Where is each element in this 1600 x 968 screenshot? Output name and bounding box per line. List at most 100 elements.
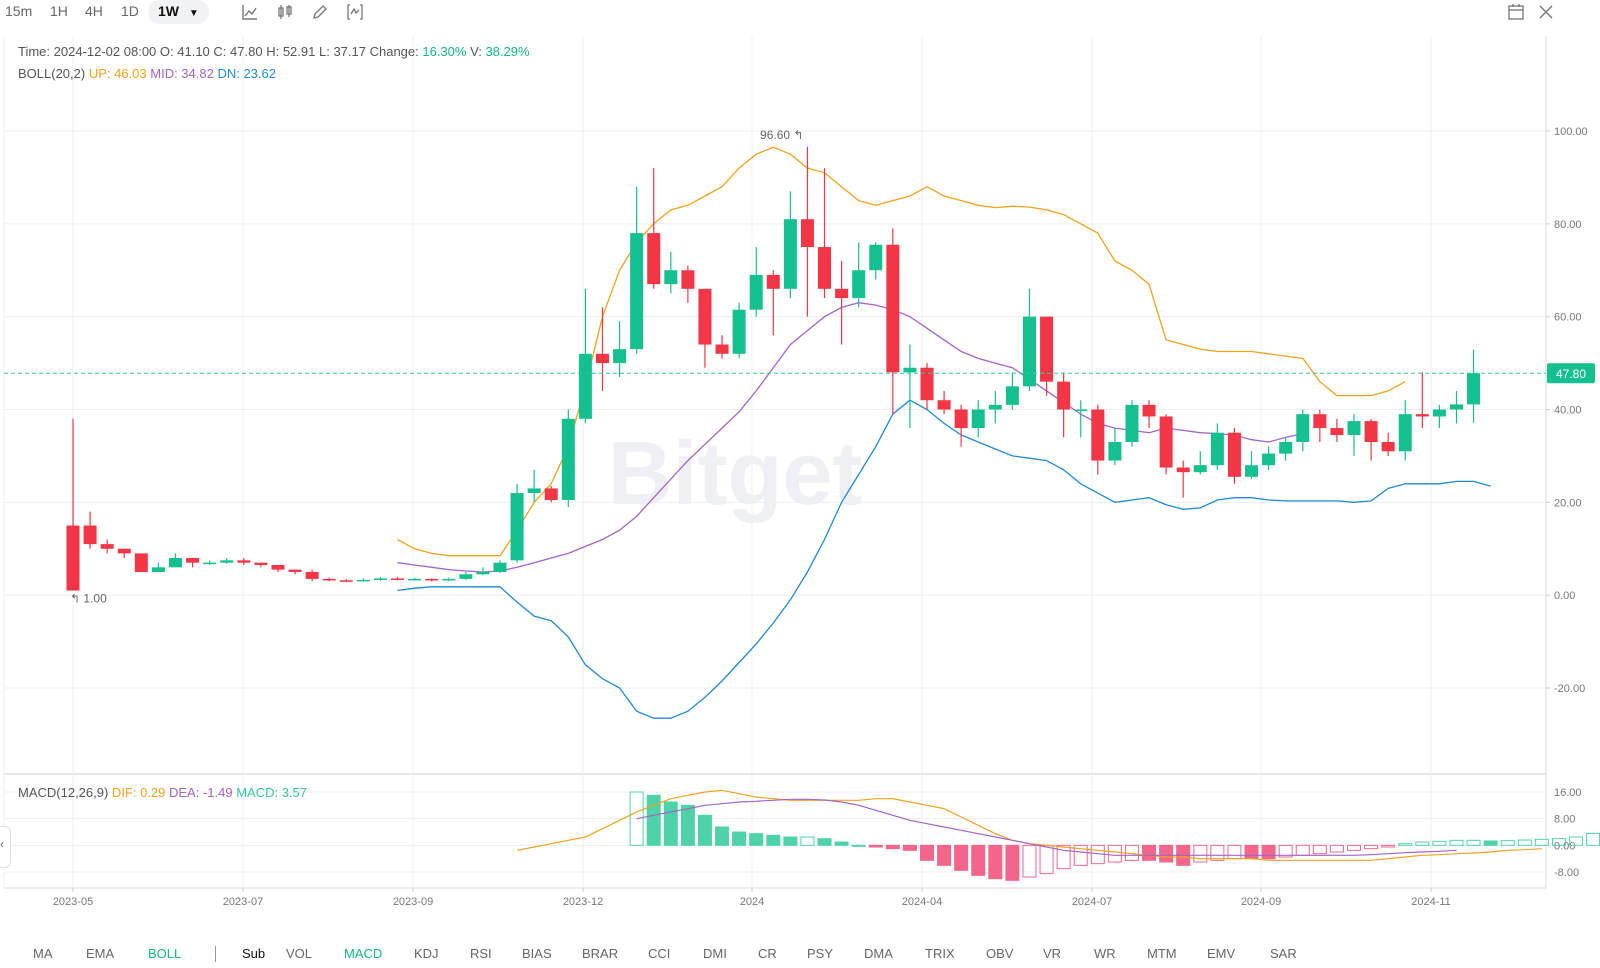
indicator-ema[interactable]: EMA [86,946,115,961]
macd-bar [902,844,917,851]
candle [903,344,917,429]
indicator-emv[interactable]: EMV [1207,946,1236,961]
macd-bar [1278,844,1293,858]
candle-body [425,578,439,581]
price-tick-label: 100.00 [1554,126,1588,138]
candle [288,569,302,575]
candle [1467,349,1481,423]
indicator-vol[interactable]: VOL [286,946,313,961]
candle-body [1245,465,1259,477]
indicator-mtm[interactable]: MTM [1147,946,1177,961]
macd-bar [1517,839,1532,846]
candle-body [1296,414,1310,442]
candle-body [1210,432,1224,466]
candle-body [339,580,353,582]
macd-bar [885,844,900,850]
candle [220,558,234,564]
candle-body [1398,414,1412,452]
calendar-icon[interactable] [1506,2,1526,22]
timeframe-1d[interactable]: 1D [121,3,139,19]
time-axis: 2023-05 2023-07 2023-09 2023-12 2024 2024-04 2… [53,888,1451,908]
candle [1210,423,1224,470]
price-tick-label: 0.00 [1554,590,1575,602]
macd-tick-label: 8.00 [1554,814,1575,826]
indicator-boll[interactable]: BOLL [148,946,182,961]
indicator-kdj[interactable]: KDJ [414,946,439,961]
legend-label: C: [210,44,230,59]
candle [493,560,507,573]
candle [869,242,883,280]
indicator-rsi[interactable]: RSI [470,946,492,961]
candle [1313,409,1327,442]
candle [681,265,695,303]
candle [322,577,336,582]
formula-icon[interactable] [345,2,365,22]
indicator-brar[interactable]: BRAR [582,946,619,961]
indicator-macd[interactable]: MACD [344,946,383,961]
candle [664,251,678,294]
candle-body [1262,453,1276,466]
candle [1057,372,1071,438]
legend-value: 16.30% [422,44,467,59]
candles [66,146,1481,591]
timeframe-4h[interactable]: 4H [85,3,103,19]
candle [886,228,900,415]
draw-pencil-icon[interactable] [310,2,330,22]
indicator-vr[interactable]: VR [1043,946,1062,961]
min-price-label: ↰ 1.00 [70,592,107,606]
candle [510,483,524,563]
macd-bar [783,836,798,846]
current-price-line: 47.80 [4,363,1595,384]
candle-body [1432,409,1446,417]
legend-value: 37.17 [333,44,366,59]
watermark: Bitget [608,424,863,524]
candle-body [869,244,883,271]
candle-body [681,270,695,289]
candle-body [117,548,131,554]
candle-body [1415,414,1429,417]
candle-body [373,578,387,580]
legend-label: O: [156,44,177,59]
candle-body [391,578,405,580]
chart-canvas[interactable]: Bitget 100.00 80.00 60.00 40.00 20.00 0.00 -20… [0,24,1600,938]
indicator-dma[interactable]: DMA [864,946,893,961]
macd-bar [1364,844,1379,850]
candle-body [783,219,797,289]
indicator-cr[interactable]: CR [758,946,777,961]
candle-body [988,404,1002,410]
timeframe-1w-dropdown[interactable]: 1W ▼ [148,0,209,24]
candle-body [1040,316,1054,382]
candle-body [954,409,968,429]
indicator-bias[interactable]: BIAS [522,946,552,961]
close-icon[interactable] [1536,2,1556,22]
collapse-panel-button[interactable]: ‹ [0,826,11,868]
macd-tick-label: -8.00 [1554,867,1579,879]
candle [425,578,439,582]
candle [1347,414,1361,456]
indicator-trix[interactable]: TRIX [925,946,955,961]
candle-body [100,544,114,549]
indicator-cci[interactable]: CCI [648,946,671,961]
indicator-psy[interactable]: PSY [807,946,834,961]
indicator-ma[interactable]: MA [33,946,53,961]
indicator-wr[interactable]: WR [1094,946,1116,961]
indicator-obv[interactable]: OBV [986,946,1014,961]
candle-type-icon[interactable] [275,2,295,22]
legend-name: BOLL(20,2) [18,66,85,81]
indicator-line-icon[interactable] [240,2,260,22]
timeframe-1h[interactable]: 1H [50,3,68,19]
macd-dea-line [636,798,1457,856]
candle [356,578,370,582]
price-tick-label: 60.00 [1554,312,1582,324]
candle-body [510,493,524,561]
chart-frame [3,36,1547,889]
candle [1381,432,1395,456]
legend-boll-text: BOLL(20,2) UP: 46.03 MID: 34.82 DN: 23.6… [18,66,276,81]
indicator-dmi[interactable]: DMI [703,946,727,961]
timeframe-15m[interactable]: 15m [5,3,33,19]
candle-body [647,233,661,285]
candle [373,577,387,581]
macd-bar [1534,838,1549,846]
indicator-sar[interactable]: SAR [1270,946,1297,961]
macd-bar [680,804,695,846]
